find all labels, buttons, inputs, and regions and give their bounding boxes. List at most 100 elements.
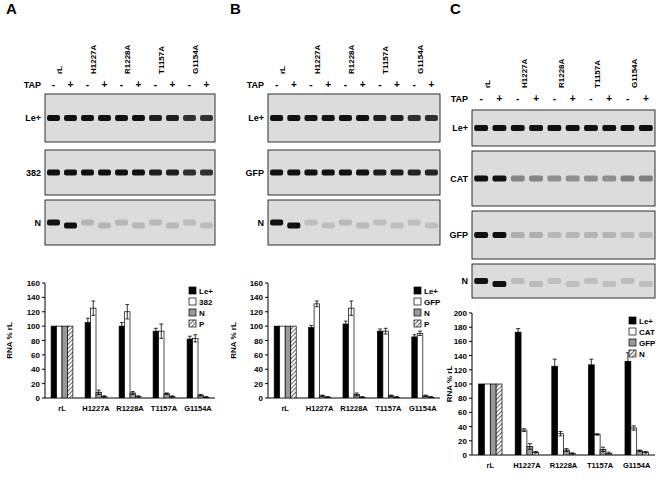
bar [91, 308, 96, 398]
panel: CrL-+H1227A-+R1228A-+T1157A-+G1154A-+TAP… [445, 0, 656, 470]
y-tick [265, 340, 268, 341]
gel-box [472, 211, 655, 259]
y-tick [469, 440, 472, 441]
error-cap [589, 359, 593, 360]
error-cap [516, 328, 520, 329]
error-bar [97, 390, 101, 394]
error-cap [418, 335, 422, 336]
error-cap [528, 443, 532, 444]
bar [343, 324, 349, 398]
lane-label: T1157A [381, 46, 390, 74]
legend-swatch [414, 309, 421, 316]
gel-row-label: N [462, 276, 469, 286]
gel-band [287, 223, 300, 229]
y-tick [42, 283, 45, 284]
y-tick-label: 40 [31, 365, 40, 374]
error-stem [529, 444, 530, 450]
lane-label: G1154A [416, 44, 425, 74]
bar [164, 394, 169, 398]
error-cap [136, 395, 140, 396]
error-bar [326, 397, 330, 398]
tap-state: - [154, 79, 157, 90]
gel-band [132, 115, 145, 121]
tap-state: - [626, 93, 629, 104]
gel-band [566, 176, 580, 182]
tap-state: + [606, 93, 612, 104]
error-stem [518, 329, 519, 336]
error-cap [395, 398, 399, 399]
error-cap [516, 335, 520, 336]
y-tick-label: 100 [454, 380, 468, 389]
bar [198, 395, 203, 398]
error-bar [424, 395, 428, 396]
gel-band [425, 223, 438, 229]
error-cap [91, 300, 95, 301]
error-cap [315, 306, 319, 307]
tap-state: - [86, 79, 89, 90]
error-cap [638, 451, 642, 452]
bar [533, 452, 539, 455]
error-bar [413, 335, 417, 339]
gel-band [322, 115, 335, 121]
legend-label: P [424, 320, 430, 329]
gel-band [149, 170, 162, 176]
gel-box [472, 264, 655, 298]
error-cap [378, 329, 382, 330]
error-cap [344, 326, 348, 327]
lane-label: rL [483, 80, 492, 88]
error-stem [127, 305, 128, 319]
x-tick-label: R1228A [116, 404, 144, 413]
gel-band [200, 170, 213, 176]
lane-label: G1154A [630, 58, 639, 88]
tap-state: + [291, 79, 297, 90]
error-cap [170, 395, 174, 396]
error-bar [159, 324, 163, 338]
bar [67, 326, 72, 398]
error-cap [199, 394, 203, 395]
error-cap [131, 394, 135, 395]
tap-state: + [170, 79, 176, 90]
error-cap [188, 341, 192, 342]
gel-band [639, 125, 653, 131]
x-tick-label: G1154A [623, 461, 651, 470]
error-cap [159, 338, 163, 339]
error-cap [564, 451, 568, 452]
y-tick [42, 326, 45, 327]
legend-swatch [629, 339, 636, 346]
y-tick [469, 369, 472, 370]
gel-band [183, 170, 196, 176]
y-tick [42, 369, 45, 370]
legend-label: GFP [424, 298, 441, 307]
gel-band [621, 125, 635, 131]
error-bar [154, 328, 158, 334]
bar [85, 323, 90, 398]
x-tick-label: rL [487, 461, 495, 470]
y-tick-label: 180 [454, 323, 468, 332]
gel-band [64, 115, 77, 121]
error-cap [534, 451, 538, 452]
gel-band [547, 176, 561, 182]
tap-state: + [136, 79, 142, 90]
error-stem [98, 390, 99, 394]
y-tick-label: 20 [458, 437, 467, 446]
gel-band [639, 176, 653, 182]
y-tick-label: 120 [454, 366, 468, 375]
bar [515, 332, 521, 455]
bar [588, 365, 594, 455]
gel-band [166, 223, 179, 229]
legend-swatch [414, 287, 421, 294]
error-cap [626, 369, 630, 370]
error-cap [349, 300, 353, 301]
bar [643, 452, 649, 455]
gel-band [408, 220, 421, 226]
error-cap [360, 398, 364, 399]
gel-row-label: N [35, 218, 42, 228]
error-cap [315, 300, 319, 301]
bar [552, 366, 558, 455]
legend-label: N [199, 309, 205, 318]
legend-label: 382 [199, 298, 213, 307]
error-cap [320, 396, 324, 397]
legend-swatch [414, 298, 421, 305]
error-cap [86, 318, 90, 319]
error-bar [643, 451, 647, 452]
